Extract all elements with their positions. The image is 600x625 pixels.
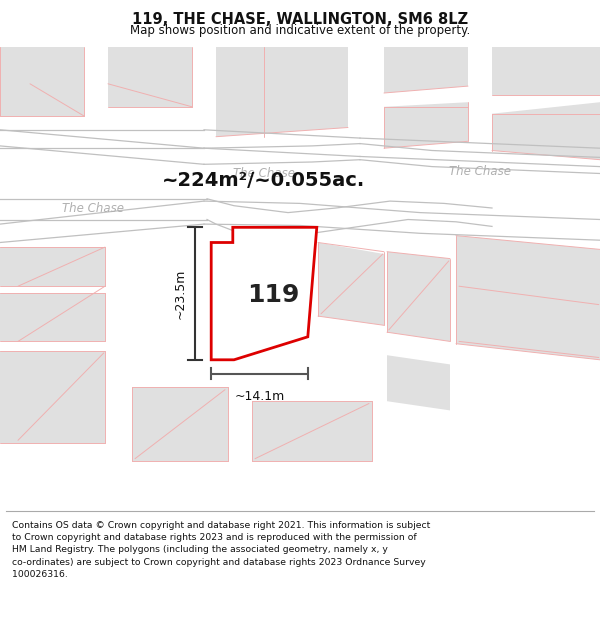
Polygon shape	[387, 252, 450, 341]
Polygon shape	[492, 47, 600, 95]
Polygon shape	[0, 247, 105, 286]
Text: The Chase: The Chase	[449, 165, 511, 177]
Polygon shape	[318, 242, 384, 325]
Polygon shape	[216, 47, 348, 137]
Text: Map shows position and indicative extent of the property.: Map shows position and indicative extent…	[130, 24, 470, 37]
Polygon shape	[0, 293, 105, 341]
Text: 119, THE CHASE, WALLINGTON, SM6 8LZ: 119, THE CHASE, WALLINGTON, SM6 8LZ	[132, 12, 468, 27]
Polygon shape	[252, 401, 372, 461]
Text: Contains OS data © Crown copyright and database right 2021. This information is : Contains OS data © Crown copyright and d…	[12, 521, 430, 579]
Text: The Chase: The Chase	[62, 202, 124, 216]
Polygon shape	[387, 355, 450, 411]
Polygon shape	[0, 351, 105, 442]
Polygon shape	[132, 388, 228, 461]
Text: 119: 119	[247, 283, 299, 308]
Polygon shape	[108, 47, 192, 107]
Text: ~224m²/~0.055ac.: ~224m²/~0.055ac.	[163, 171, 365, 189]
Polygon shape	[456, 236, 600, 360]
Polygon shape	[384, 47, 468, 93]
Text: The Chase: The Chase	[233, 167, 295, 180]
Polygon shape	[492, 102, 600, 160]
Polygon shape	[384, 102, 468, 148]
Text: ~14.1m: ~14.1m	[235, 390, 284, 402]
Text: ~23.5m: ~23.5m	[173, 268, 187, 319]
Polygon shape	[0, 47, 84, 116]
Polygon shape	[211, 228, 317, 360]
